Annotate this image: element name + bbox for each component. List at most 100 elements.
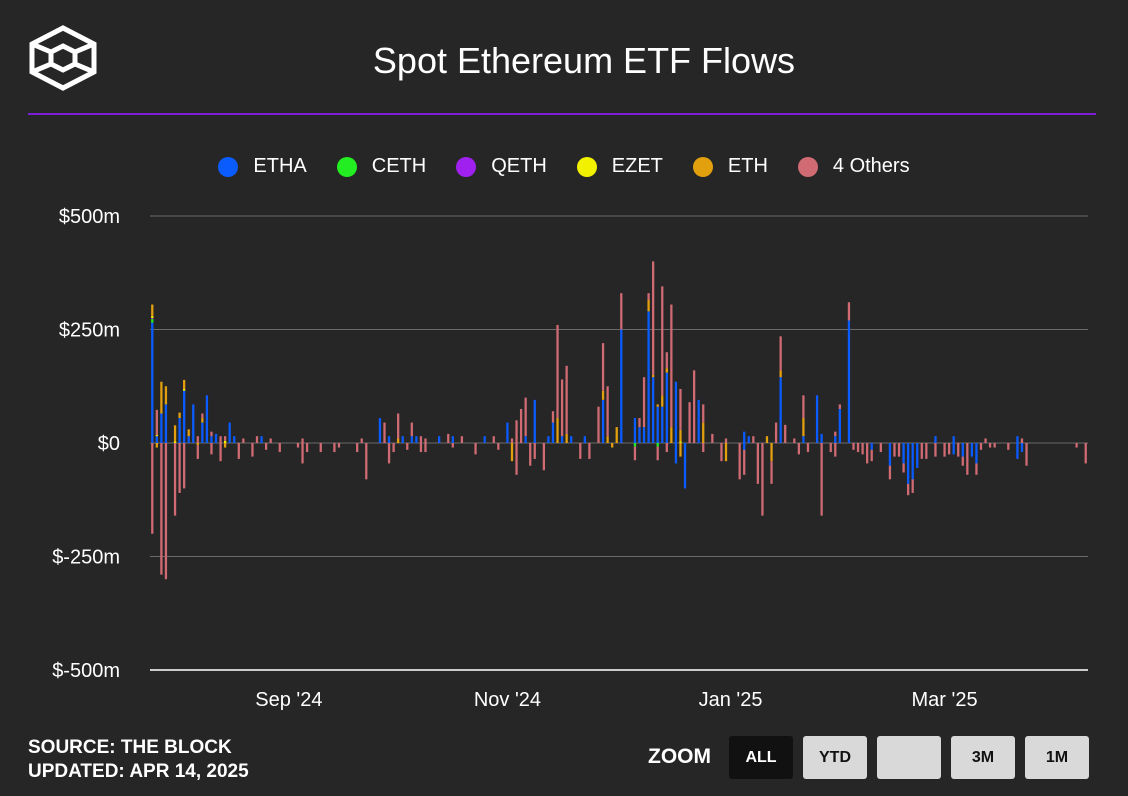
bar-etha [642,427,646,443]
bar-4-others [1075,443,1078,448]
bar-etha [907,443,910,484]
bar-etha [870,443,873,450]
bar-4-others [820,443,823,516]
bar-eth [702,422,705,443]
bar-etha [524,436,527,443]
bar-4-others [961,456,964,466]
bar-eth [652,374,655,378]
zoom-all-button[interactable]: ALL [729,736,793,779]
bar-etha [902,443,905,464]
bar-4-others [301,443,304,464]
bar-eth [661,395,664,407]
bar-4-others [419,436,423,443]
bar-4-others [497,443,500,450]
bar-4-others [223,436,227,441]
bar-etha [838,408,841,443]
bar-4-others [392,443,395,453]
y-tick-label: $-250m [52,547,120,569]
title-divider [28,113,1096,115]
bar-etha [410,436,413,443]
bar-4-others [178,443,181,493]
bar-4-others [870,449,873,462]
legend-item-ezet[interactable]: EZET [576,155,663,178]
legend-dot-icon [797,156,818,177]
bar-etha [834,436,837,443]
bar-4-others [761,443,764,516]
bar-4-others [451,443,454,448]
bar-4-others [652,261,655,375]
bar-eth [223,443,227,448]
bar-eth [565,433,568,443]
bar-4-others [793,438,796,443]
legend-item-ceth[interactable]: CETH [336,155,426,178]
bar-eth [601,390,605,400]
bar-etha [652,377,655,443]
zoom-label: ZOOM [648,745,711,768]
bar-4-others [902,463,905,473]
bar-4-others [219,436,222,443]
bar-4-others [406,443,409,450]
legend-dot-icon [692,156,713,177]
bar-etha [483,436,486,443]
zoom-1m-button[interactable]: 1M [1025,736,1089,779]
bar-4-others [365,443,368,480]
bar-4-others [934,443,937,457]
bar-4-others [1007,443,1010,450]
bar-etha [378,418,382,443]
legend-item-4-others[interactable]: 4 Others [797,155,910,178]
bar-eth [187,429,190,437]
bar-etha [888,443,892,466]
bar-eth [397,438,400,443]
zoom-ytd-button[interactable]: YTD [803,736,867,779]
bar-4-others [242,438,245,443]
bar-etha [820,433,823,443]
legend-item-eth[interactable]: ETH [692,155,768,178]
bar-etha [975,443,978,464]
bar-etha [233,436,236,443]
bar-etha [1016,443,1019,459]
bar-etha [183,390,186,443]
bar-ezet [173,441,177,443]
zoom-blank-button[interactable] [877,736,941,779]
bar-etha [151,322,154,443]
bar-4-others [779,336,782,371]
bar-4-others [802,395,805,419]
bar-4-others [866,443,869,464]
bar-ezet [223,440,227,443]
chart-title: Spot Ethereum ETF Flows [372,40,796,81]
bar-etha [506,422,509,443]
bar-etha [438,436,441,443]
legend-item-qeth[interactable]: QETH [456,155,547,178]
legend-label: EZET [611,155,663,177]
bar-4-others [665,352,668,369]
bar-etha [533,399,536,443]
bar-etha [228,422,231,443]
bar-4-others [606,386,609,437]
bar-etha [210,436,213,443]
x-tick-label: Nov '24 [474,689,541,711]
bar-etha [802,436,805,443]
y-tick-label: $-500m [52,660,120,682]
bar-4-others [893,443,896,457]
y-tick-label: $500m [59,206,120,228]
zoom-3m-button[interactable]: 3M [951,736,1015,779]
bar-etha [620,329,623,443]
bar-etha [952,436,955,443]
bar-4-others [601,343,605,391]
bar-4-others [597,406,600,443]
bar-4-others [510,438,514,443]
bar-4-others [305,443,309,453]
bar-4-others [560,379,564,437]
bar-4-others [565,365,568,434]
bar-etha [697,399,700,443]
legend-item-etha[interactable]: ETHA [218,155,307,178]
bar-4-others [670,304,673,428]
bar-etha [1016,436,1019,443]
bar-etha [570,436,573,443]
bar-4-others [551,411,555,423]
bar-4-others [296,443,300,448]
bar-4-others [743,449,746,475]
bar-etha [674,381,678,443]
bar-4-others [210,443,213,455]
bar-4-others [151,443,154,534]
